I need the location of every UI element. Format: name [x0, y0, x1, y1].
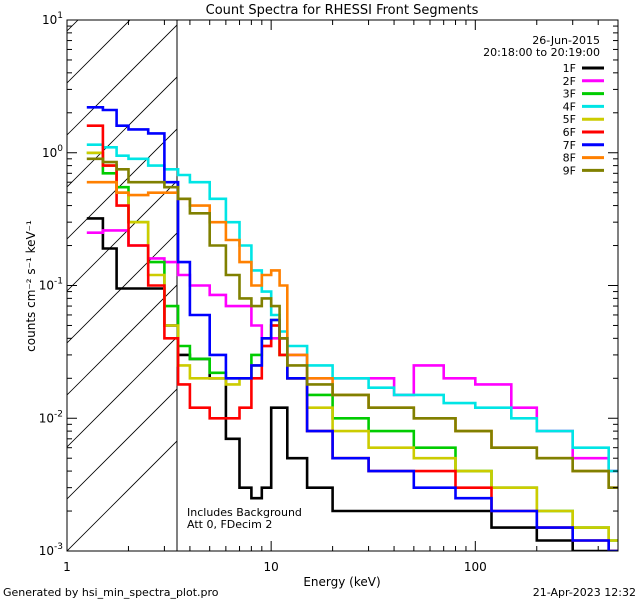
legend-label-7f: 7F: [563, 139, 576, 152]
hatch-line: [67, 24, 177, 136]
legend-label-2f: 2F: [563, 75, 576, 88]
series-line-6f: [86, 124, 618, 551]
series-line-7f: [86, 106, 618, 551]
series-line-3f: [86, 151, 618, 542]
axis-ticks: [66, 20, 619, 552]
info-time: 20:18:00 to 20:19:00: [483, 46, 600, 59]
footer-datetime: 21-Apr-2023 12:32: [533, 586, 636, 599]
series-line-2f: [86, 229, 618, 473]
hatch-line: [67, 440, 177, 551]
legend-label-3f: 3F: [563, 88, 576, 101]
hatch-line: [67, 128, 177, 240]
x-tick-label: 1: [63, 560, 71, 574]
legend-label-1f: 1F: [563, 62, 576, 75]
y-tick-labels: 10-3 10-2 10-1 100 101: [39, 11, 64, 558]
legend-label-9f: 9F: [563, 164, 576, 177]
info-date: 26-Jun-2015: [532, 34, 600, 47]
hatch-line: [67, 76, 177, 188]
y-tick-label: 10-1: [39, 277, 63, 293]
x-axis-label: Energy (keV): [303, 575, 380, 589]
y-tick-label: 101: [42, 11, 63, 27]
series-line-1f: [86, 217, 618, 551]
background-hatched-region: [67, 20, 177, 551]
legend-label-6f: 6F: [563, 126, 576, 139]
legend-label-8f: 8F: [563, 152, 576, 165]
hatch-line: [67, 388, 177, 500]
annotation-background: Includes Background: [187, 506, 302, 519]
x-tick-label: 10: [264, 560, 279, 574]
chart-title: Count Spectra for RHESSI Front Segments: [206, 3, 479, 18]
series-line-8f: [86, 180, 618, 489]
series-group: [86, 106, 618, 551]
footer-generated-by: Generated by hsi_min_spectra_plot.pro: [3, 586, 219, 599]
y-axis-label: counts cm⁻² s⁻¹ keV⁻¹: [24, 220, 38, 352]
series-line-9f: [86, 157, 618, 489]
hatch-line: [67, 336, 177, 448]
y-tick-label: 100: [42, 144, 63, 160]
x-tick-label: 100: [464, 560, 487, 574]
x-tick-labels: 1 10 100: [63, 560, 487, 574]
y-tick-label: 10-3: [39, 542, 63, 558]
annotation-attenuator: Att 0, FDecim 2: [187, 518, 272, 531]
series-line-4f: [86, 143, 618, 473]
hatch-line: [67, 232, 177, 344]
legend-label-5f: 5F: [563, 113, 576, 126]
hatch-line: [67, 284, 177, 396]
y-tick-label: 10-2: [39, 409, 63, 425]
legend-label-4f: 4F: [563, 100, 576, 113]
series-line-5f: [86, 151, 618, 542]
hatch-line: [67, 180, 177, 292]
